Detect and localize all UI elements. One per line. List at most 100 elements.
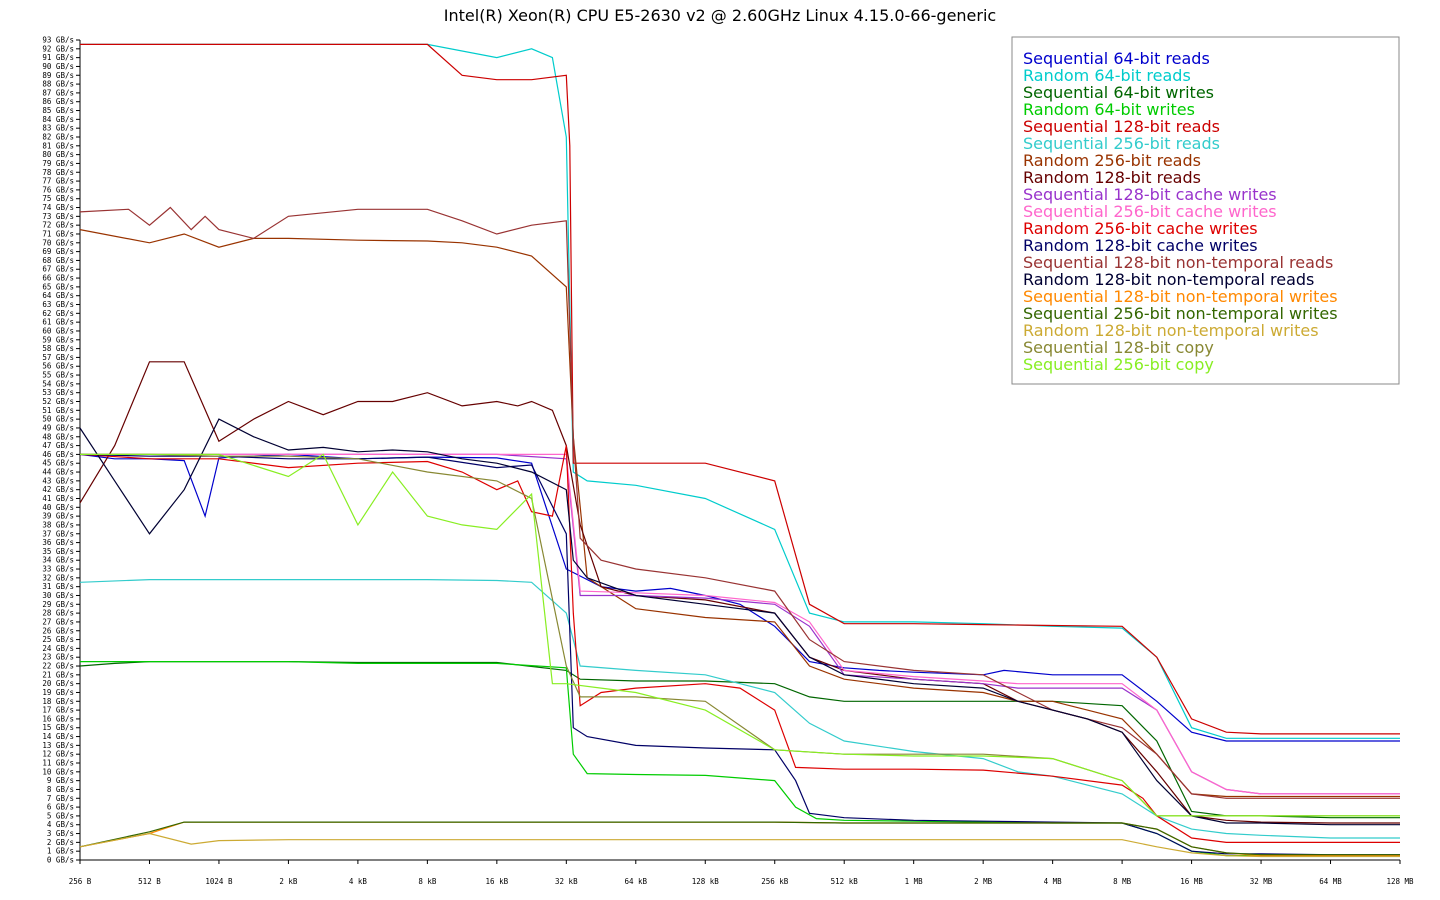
y-tick-label: 64 GB/s (42, 291, 74, 300)
legend-entry: Random 256-bit cache writes (1023, 219, 1258, 238)
y-tick-label: 62 GB/s (42, 309, 74, 318)
y-tick-label: 51 GB/s (42, 406, 74, 415)
y-tick-label: 21 GB/s (42, 670, 74, 679)
y-tick-label: 12 GB/s (42, 750, 74, 759)
y-tick-label: 3 GB/s (47, 829, 74, 838)
y-tick-label: 60 GB/s (42, 326, 74, 335)
y-tick-label: 85 GB/s (42, 106, 74, 115)
y-tick-label: 26 GB/s (42, 626, 74, 635)
y-tick-label: 73 GB/s (42, 212, 74, 221)
y-tick-label: 47 GB/s (42, 441, 74, 450)
series-line-18 (80, 453, 1400, 817)
legend-entry: Sequential 256-bit copy (1023, 355, 1214, 374)
legend-entry: Sequential 256-bit non-temporal writes (1023, 304, 1338, 323)
y-tick-label: 93 GB/s (42, 36, 74, 45)
series-line-14 (79, 418, 1400, 826)
legend-entry: Sequential 64-bit writes (1023, 83, 1214, 102)
x-tick-label: 2 MB (974, 877, 993, 886)
x-tick-label: 2 kB (279, 877, 298, 886)
y-tick-label: 58 GB/s (42, 344, 74, 353)
legend-entry: Random 128-bit reads (1023, 168, 1201, 187)
x-tick-label: 1 MB (905, 877, 924, 886)
y-tick-label: 43 GB/s (42, 476, 74, 485)
y-tick-label: 52 GB/s (42, 397, 74, 406)
y-tick-label: 89 GB/s (42, 71, 74, 80)
x-tick-label: 1024 B (205, 877, 233, 886)
y-tick-label: 82 GB/s (42, 132, 74, 141)
y-tick-label: 35 GB/s (42, 547, 74, 556)
y-tick-label: 10 GB/s (42, 767, 74, 776)
y-tick-label: 7 GB/s (47, 794, 74, 803)
y-tick-label: 75 GB/s (42, 194, 74, 203)
x-tick-label: 16 MB (1180, 877, 1203, 886)
y-tick-label: 91 GB/s (42, 53, 74, 62)
series-line-10 (80, 453, 1400, 795)
y-tick-label: 11 GB/s (42, 759, 74, 768)
x-tick-label: 4 kB (349, 877, 368, 886)
y-tick-label: 19 GB/s (42, 688, 74, 697)
series-line-17 (79, 832, 1400, 858)
y-tick-label: 8 GB/s (47, 785, 74, 794)
y-tick-label: 84 GB/s (42, 115, 74, 124)
legend-entry: Random 64-bit writes (1023, 100, 1195, 119)
y-tick-label: 78 GB/s (42, 168, 74, 177)
y-tick-label: 30 GB/s (42, 591, 74, 600)
x-tick-label: 8 MB (1113, 877, 1132, 886)
x-tick-label: 16 kB (486, 877, 509, 886)
y-tick-label: 76 GB/s (42, 185, 74, 194)
legend-entry: Sequential 256-bit reads (1023, 134, 1220, 153)
y-tick-label: 88 GB/s (42, 80, 74, 89)
series-lines (79, 43, 1400, 858)
series-line-6 (79, 578, 1400, 839)
y-tick-label: 57 GB/s (42, 353, 74, 362)
y-tick-label: 61 GB/s (42, 318, 74, 327)
series-line-4 (80, 660, 1400, 857)
legend-entry: Sequential 128-bit non-temporal reads (1023, 253, 1333, 272)
y-tick-label: 70 GB/s (42, 238, 74, 247)
y-tick-label: 14 GB/s (42, 732, 74, 741)
x-tick-label: 512 B (138, 877, 161, 886)
legend-entry: Sequential 128-bit copy (1023, 338, 1214, 357)
y-tick-label: 16 GB/s (42, 714, 74, 723)
y-tick-label: 36 GB/s (42, 538, 74, 547)
y-tick-label: 63 GB/s (42, 300, 74, 309)
y-tick-label: 69 GB/s (42, 247, 74, 256)
series-line-9 (80, 453, 1400, 795)
y-tick-label: 50 GB/s (42, 415, 74, 424)
y-tick-label: 15 GB/s (42, 723, 74, 732)
y-tick-label: 6 GB/s (47, 803, 74, 812)
y-tick-label: 24 GB/s (42, 644, 74, 653)
y-tick-label: 40 GB/s (42, 503, 74, 512)
axes (79, 40, 1400, 861)
x-tick-label: 32 MB (1250, 877, 1273, 886)
y-tick-label: 18 GB/s (42, 697, 74, 706)
series-line-5 (80, 43, 1400, 735)
x-tick-label: 128 MB (1386, 877, 1414, 886)
legend-entry: Random 128-bit cache writes (1023, 236, 1258, 255)
y-tick-label: 92 GB/s (42, 44, 74, 53)
y-tick-label: 42 GB/s (42, 485, 74, 494)
x-tick-label: 4 MB (1044, 877, 1063, 886)
y-tick-label: 67 GB/s (42, 265, 74, 274)
y-tick-label: 79 GB/s (42, 159, 74, 168)
y-tick-label: 66 GB/s (42, 274, 74, 283)
x-ticks: 256 B 512 B 1024 B 2 kB 4 kB 8 kB 16 kB 32 kB 64… (69, 860, 1414, 886)
y-tick-label: 56 GB/s (42, 362, 74, 371)
y-tick-label: 13 GB/s (42, 741, 74, 750)
y-tick-label: 37 GB/s (42, 529, 74, 538)
y-tick-label: 83 GB/s (42, 124, 74, 133)
y-tick-label: 1 GB/s (47, 847, 74, 856)
series-line-19 (80, 453, 1400, 817)
y-tick-label: 5 GB/s (47, 811, 74, 820)
y-tick-label: 72 GB/s (42, 221, 74, 230)
y-tick-label: 22 GB/s (42, 662, 74, 671)
x-tick-label: 32 kB (555, 877, 578, 886)
y-tick-label: 41 GB/s (42, 494, 74, 503)
y-tick-label: 74 GB/s (42, 203, 74, 212)
series-line-1 (79, 453, 1400, 742)
legend-entry: Sequential 64-bit reads (1023, 49, 1210, 68)
y-tick-label: 53 GB/s (42, 388, 74, 397)
y-tick-label: 86 GB/s (42, 97, 74, 106)
